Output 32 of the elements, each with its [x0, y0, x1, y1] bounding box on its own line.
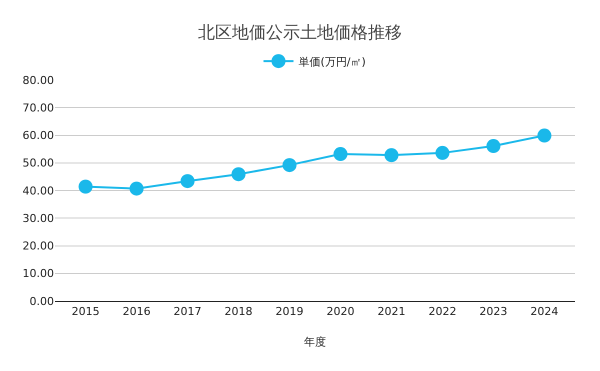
x-tick-label: 2015 [72, 305, 100, 318]
x-tick-label: 2021 [377, 305, 406, 318]
x-tick-label: 2020 [326, 305, 354, 318]
x-tick-label: 2017 [174, 305, 202, 318]
x-tick-label: 2023 [479, 305, 508, 318]
chart-title: 北区地価公示土地価格推移 [198, 22, 402, 43]
point [232, 167, 246, 182]
y-tick-label: 10.00 [22, 267, 54, 280]
point [130, 182, 144, 196]
point [486, 139, 500, 154]
y-tick-label: 40.00 [22, 184, 54, 198]
point [282, 158, 297, 172]
point [333, 147, 348, 162]
y-tick-label: 80.00 [22, 74, 54, 87]
y-tick-label: 30.00 [22, 212, 54, 225]
x-tick-label: 2019 [276, 305, 304, 318]
y-tick-label: 0.00 [30, 294, 54, 308]
x-tick-label: 2024 [530, 305, 558, 318]
x-axis-title: 年度 [304, 335, 326, 348]
y-tick-label: 70.00 [22, 101, 54, 114]
x-tick-label: 2022 [428, 305, 456, 318]
y-tick-label: 50.00 [22, 156, 54, 170]
point [78, 180, 93, 194]
x-tick-label: 2018 [224, 305, 253, 318]
point [435, 146, 450, 160]
x-tick-label: 2016 [122, 305, 151, 318]
legend-label: 単価(万円/㎡) [298, 55, 366, 68]
point [537, 128, 552, 143]
point [384, 148, 398, 162]
point [180, 174, 195, 188]
y-tick-label: 20.00 [22, 240, 54, 253]
y-tick-label: 60.00 [22, 129, 54, 142]
